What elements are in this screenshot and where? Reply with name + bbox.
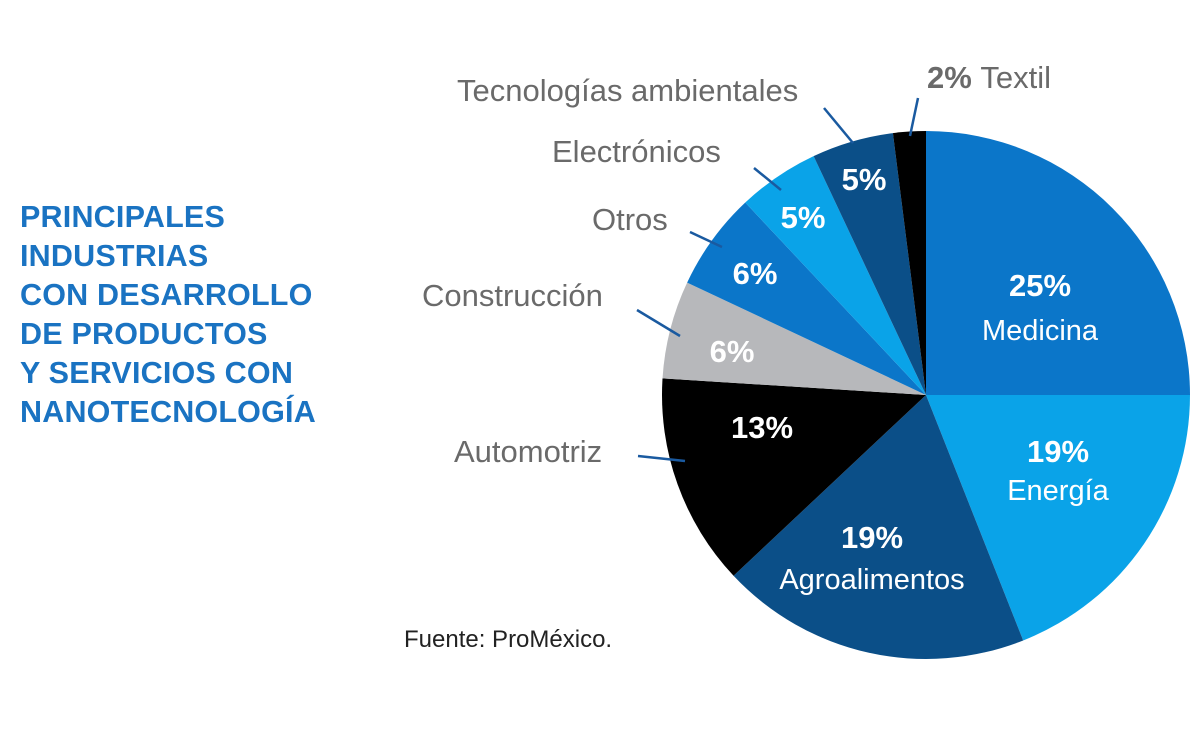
slice-name-label-agroalimentos: Agroalimentos xyxy=(779,564,964,596)
leader-lines xyxy=(636,97,920,463)
pie-slice-automotriz xyxy=(661,378,926,576)
slice-pct-label-energia: 19% xyxy=(1027,434,1089,469)
title-line: DE PRODUCTOS xyxy=(20,317,268,351)
slice-name-label-construccion: Construcción xyxy=(422,278,603,313)
pie-slices xyxy=(661,131,1190,659)
pie-slice-textil xyxy=(892,131,926,395)
pie-slice-otros xyxy=(687,202,926,395)
pie-slice-agroalimentos xyxy=(733,395,1024,659)
slice-name-label-automotriz: Automotriz xyxy=(454,434,602,469)
leader-line-textil xyxy=(908,97,920,137)
slice-pct-label-construccion: 6% xyxy=(710,334,755,369)
leader-line-electronicos xyxy=(753,167,782,191)
slice-pct-label-automotriz: 13% xyxy=(731,410,793,445)
title-line: INDUSTRIAS xyxy=(20,239,209,273)
slice-labels: 25% Medicina 19% Energía 19% Agroalimentos 13%… xyxy=(422,60,1110,596)
slice-pct-label-otros: 6% xyxy=(733,256,778,291)
leader-line-construccion xyxy=(636,308,681,338)
slice-name-label-medicina: Medicina xyxy=(982,315,1099,347)
pie-slice-electronicos xyxy=(745,156,926,395)
pie-slice-energia xyxy=(926,395,1190,641)
slice-pct-label-tecnologias: 5% xyxy=(842,162,887,197)
slice-name-label-otros: Otros xyxy=(592,202,668,237)
slice-name-label-energia: Energía xyxy=(1007,475,1109,507)
pie-slice-medicina xyxy=(926,131,1190,395)
slice-name-label-electronicos: Electrónicos xyxy=(552,134,721,169)
slice-pct-label-medicina: 25% xyxy=(1009,268,1071,303)
leader-line-otros xyxy=(689,230,723,249)
title-line: CON DESARROLLO xyxy=(20,278,313,312)
slice-label-textil: 2% Textil xyxy=(927,60,1051,95)
leader-line-tecnologias xyxy=(823,107,854,144)
pie-slice-tecnologias xyxy=(813,133,926,395)
pie-slice-construccion xyxy=(662,282,926,395)
slice-pct-label-textil: 2% xyxy=(927,60,980,95)
slice-pct-label-agroalimentos: 19% xyxy=(841,520,903,555)
slice-name-label-textil: Textil xyxy=(980,60,1051,95)
source-note: Fuente: ProMéxico. xyxy=(404,626,613,653)
title-line: NANOTECNOLOGÍA xyxy=(20,395,316,429)
slice-pct-label-electronicos: 5% xyxy=(781,200,826,235)
chart-title: PRINCIPALES INDUSTRIAS CON DESARROLLO DE… xyxy=(20,198,390,432)
title-line: PRINCIPALES xyxy=(20,200,225,234)
leader-line-automotriz xyxy=(637,454,686,463)
title-line: Y SERVICIOS CON xyxy=(20,356,294,390)
slice-name-label-tecnologias: Tecnologías ambientales xyxy=(457,73,798,108)
